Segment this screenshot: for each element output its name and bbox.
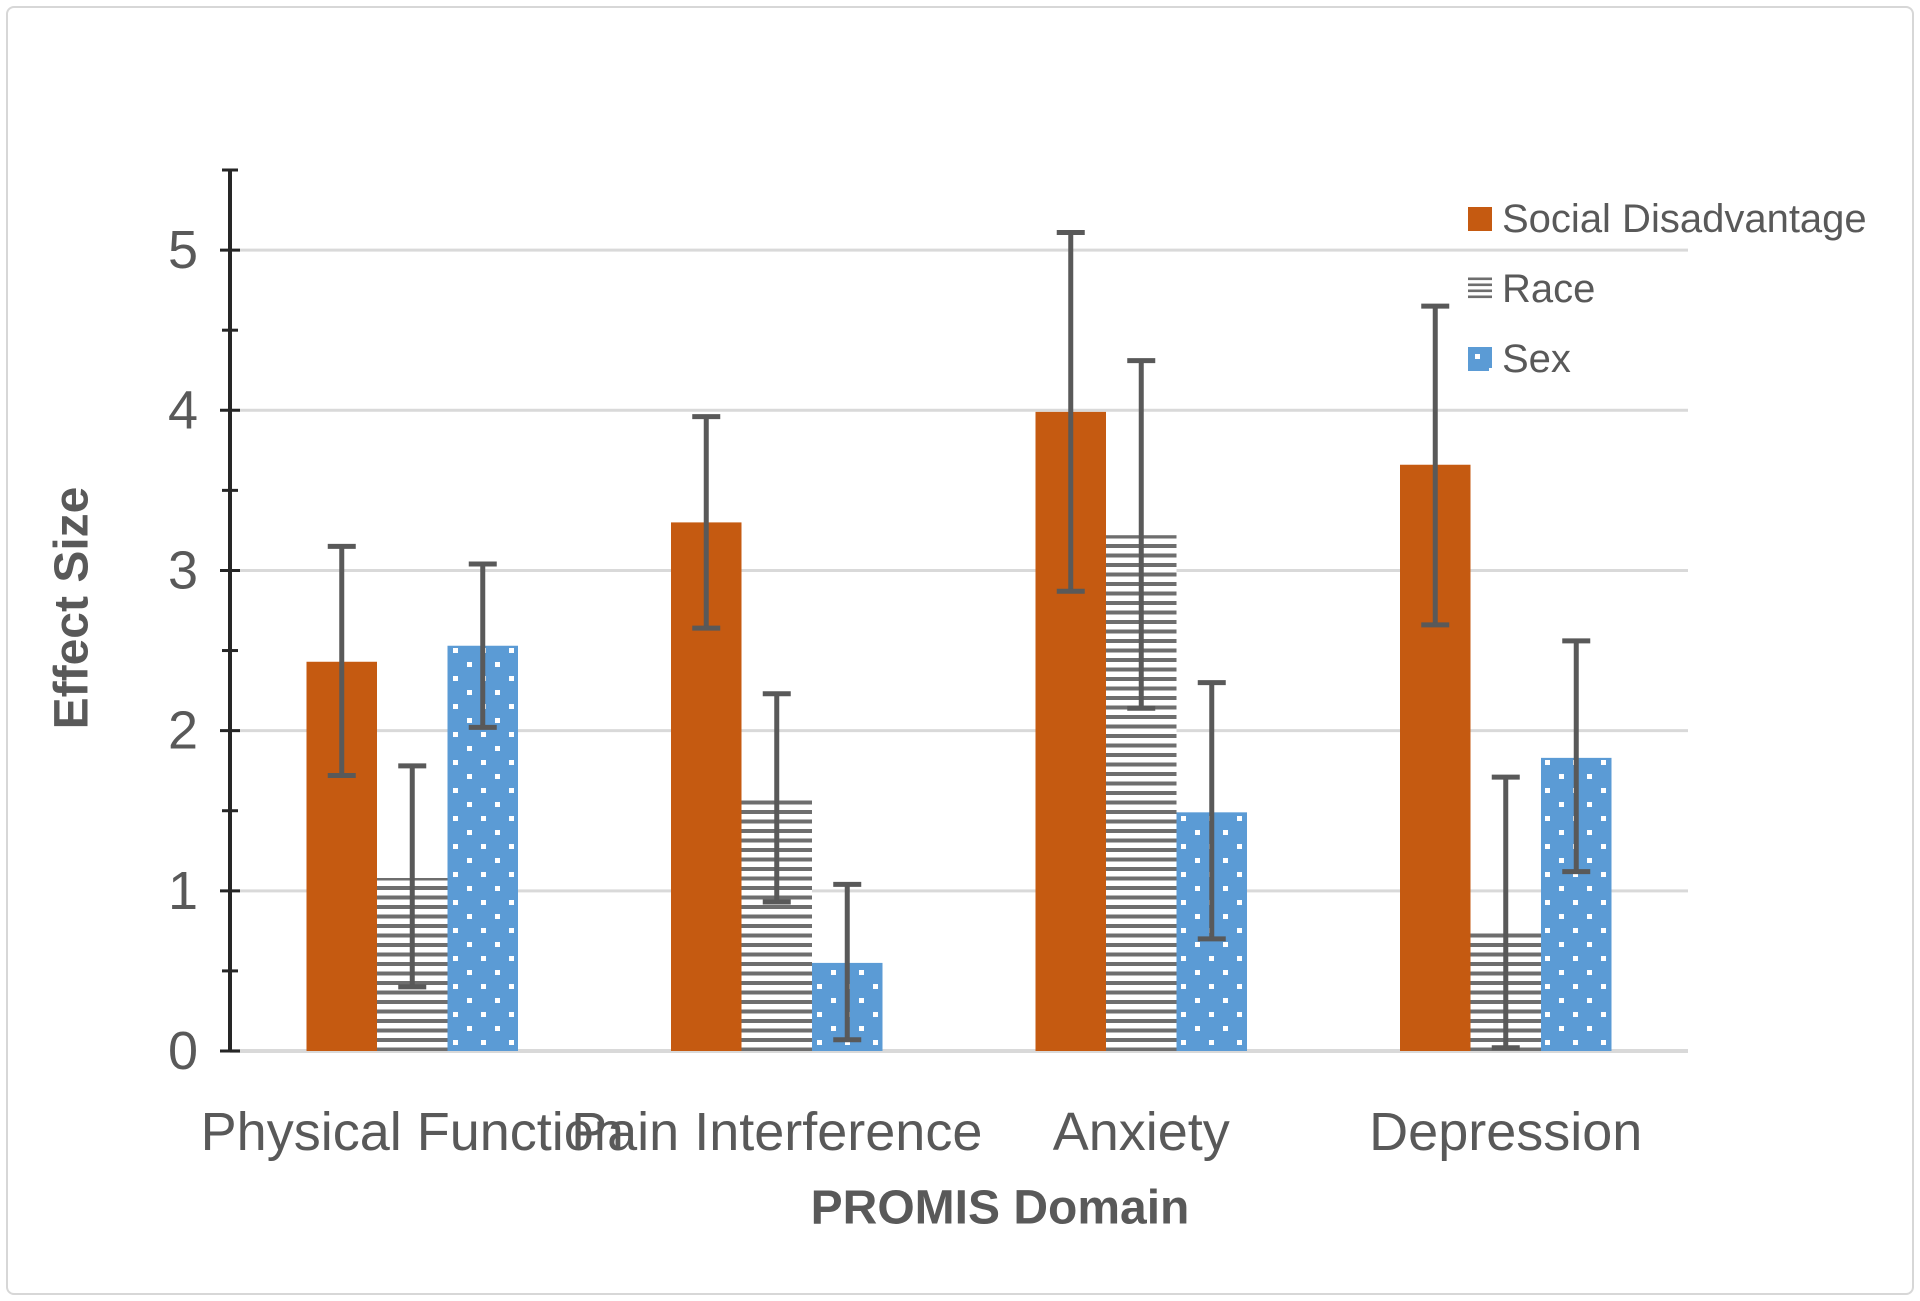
y-tick-label-4: 4 [168, 380, 198, 440]
legend-marker-sex [1468, 347, 1492, 371]
error-bar-sex-pain-interference [833, 881, 862, 1043]
axes [220, 168, 240, 1053]
y-tick-label-3: 3 [168, 540, 198, 600]
x-axis-title: PROMIS Domain [810, 1181, 1190, 1235]
y-axis-title: Effect Size [45, 486, 99, 730]
legend: Social Disadvantage Race Sex [1468, 197, 1867, 381]
y-tick-label-1: 1 [168, 861, 198, 921]
legend-label-sex: Sex [1502, 337, 1571, 381]
category-label-anxiety: Anxiety [1053, 1102, 1230, 1162]
y-tick-label-5: 5 [168, 220, 198, 280]
legend-label-social-disadvantage: Social Disadvantage [1502, 197, 1867, 241]
error-bar-social-disadvantage-pain-interference [692, 414, 721, 631]
legend-item-race: Race [1468, 267, 1595, 311]
y-tick-label-2: 2 [168, 701, 198, 761]
error-bars [327, 229, 1591, 1051]
category-label-pain-interference: Pain Interference [571, 1102, 982, 1162]
error-bar-race-pain-interference [762, 691, 791, 905]
y-tick-label-0: 0 [168, 1021, 198, 1081]
legend-marker-social-disadvantage [1468, 207, 1492, 231]
legend-label-race: Race [1502, 267, 1595, 311]
error-bar-race-depression [1491, 774, 1520, 1051]
legend-marker-race [1468, 277, 1492, 301]
error-bar-sex-physical-function [468, 561, 497, 730]
error-bar-race-anxiety [1127, 358, 1156, 711]
error-bar-race-physical-function [398, 763, 427, 990]
error-bar-sex-anxiety [1197, 680, 1226, 942]
legend-item-sex: Sex [1468, 337, 1571, 381]
error-bar-social-disadvantage-physical-function [327, 543, 356, 778]
error-bar-sex-depression [1562, 638, 1591, 875]
error-bar-social-disadvantage-anxiety [1056, 229, 1085, 594]
category-label-depression: Depression [1369, 1102, 1642, 1162]
legend-item-social-disadvantage: Social Disadvantage [1468, 197, 1867, 241]
category-label-physical-function: Physical Function [201, 1102, 624, 1162]
error-bar-social-disadvantage-depression [1421, 303, 1450, 628]
